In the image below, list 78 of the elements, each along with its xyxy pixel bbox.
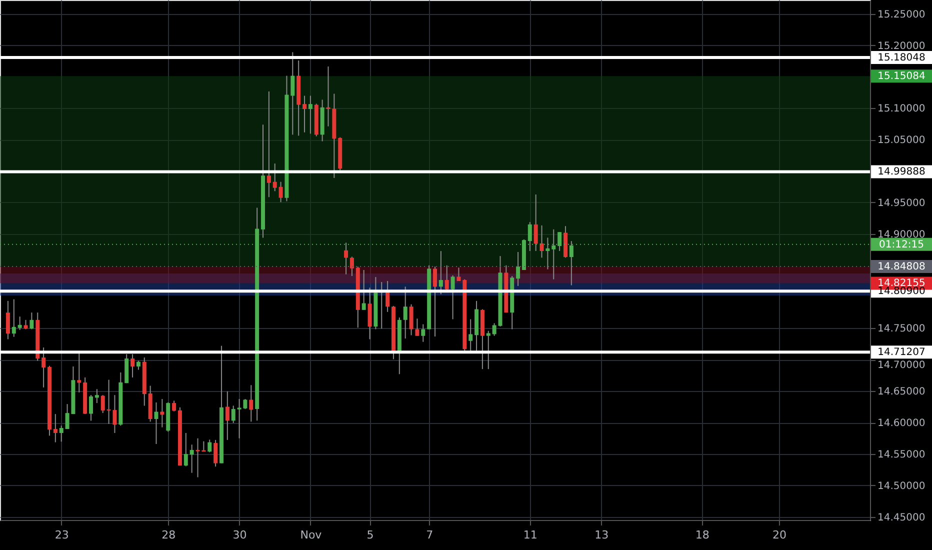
- y-tick-label: 14.65000: [878, 386, 926, 398]
- candlestick: [409, 304, 414, 336]
- candlestick: [100, 394, 105, 414]
- x-tick-label: 5: [366, 528, 374, 542]
- candlestick: [53, 414, 58, 443]
- x-tick-label: 20: [772, 528, 786, 542]
- y-tick-label: 14.90000: [878, 229, 926, 240]
- x-tick-label: 30: [232, 528, 247, 542]
- x-tick-label: 18: [695, 528, 710, 542]
- candlestick: [516, 252, 520, 286]
- y-tick-label: 14.45000: [878, 512, 926, 524]
- candlestick: [403, 286, 408, 340]
- candlestick: [184, 432, 188, 467]
- candlestick: [433, 266, 437, 338]
- candlestick: [456, 267, 461, 282]
- candlestick: [308, 95, 312, 134]
- x-tick-label: 23: [54, 528, 69, 542]
- candlestick: [30, 312, 34, 330]
- candlestick: [130, 354, 135, 378]
- x-tick-label: 28: [162, 528, 176, 542]
- x-tick-label: Nov: [300, 528, 322, 542]
- candlestick: [12, 298, 16, 338]
- candlestick: [362, 270, 366, 310]
- candlestick: [415, 318, 420, 336]
- candlestick: [438, 250, 443, 295]
- x-tick-label: 13: [594, 528, 609, 542]
- y-tick-label: 14.55000: [878, 449, 926, 460]
- candlestick: [272, 163, 277, 192]
- candlestick: [160, 398, 164, 428]
- y-tick-label: 14.60000: [878, 418, 926, 430]
- candlestick: [421, 324, 426, 342]
- candlestick: [386, 280, 390, 312]
- ref-line-label: 14.71207: [878, 347, 926, 358]
- candlestick: [42, 347, 46, 388]
- candlestick: [214, 439, 218, 468]
- candlestick: [89, 394, 93, 422]
- y-tick-label: 14.95000: [878, 198, 926, 209]
- candlestick: [290, 52, 295, 136]
- candlestick: [326, 66, 330, 127]
- candlestick: [172, 400, 176, 412]
- candlestick: [450, 274, 455, 320]
- candlestick: [302, 95, 307, 133]
- x-tick-label: 7: [426, 528, 434, 542]
- candlestick: [468, 318, 473, 352]
- y-tick-label: 15.10000: [878, 104, 926, 115]
- candlestick: [77, 352, 82, 393]
- y-tick-label: 15.05000: [878, 135, 926, 146]
- candlestick: [154, 402, 158, 444]
- candlestick: [444, 264, 449, 290]
- y-tick-label: 14.70000: [878, 360, 926, 372]
- candlestick: [278, 181, 283, 203]
- candlestick: [18, 316, 22, 330]
- ref-line-label: 01:12:15: [879, 239, 924, 250]
- candlestick: [6, 300, 10, 340]
- candlestick: [266, 90, 271, 198]
- candlestick: [249, 384, 254, 422]
- candlestick: [350, 256, 354, 277]
- candlestick: [231, 405, 236, 424]
- candlestick: [24, 319, 28, 330]
- candlestick: [368, 287, 372, 340]
- band-label: 15.15084: [878, 71, 926, 82]
- candlestick: [59, 425, 64, 442]
- candlestick: [344, 242, 348, 275]
- y-tick-label: 15.20000: [878, 40, 926, 52]
- candlestick: [486, 330, 490, 370]
- y-tick-label: 14.50000: [878, 480, 926, 492]
- candlestick: [208, 439, 212, 453]
- ref-line-label: 15.18048: [878, 52, 926, 64]
- candlestick: [225, 390, 230, 440]
- y-tick-label: 14.75000: [878, 324, 926, 335]
- y-tick-label: 15.25000: [878, 9, 926, 20]
- ref-line-label: 14.99888: [878, 166, 926, 178]
- candlestick: [540, 224, 544, 258]
- ref-line-label: 14.84808: [878, 262, 926, 273]
- x-tick-label: 11: [523, 528, 538, 542]
- candlestick: [190, 444, 194, 474]
- candlestick: [534, 194, 538, 252]
- candlestick: [94, 388, 99, 404]
